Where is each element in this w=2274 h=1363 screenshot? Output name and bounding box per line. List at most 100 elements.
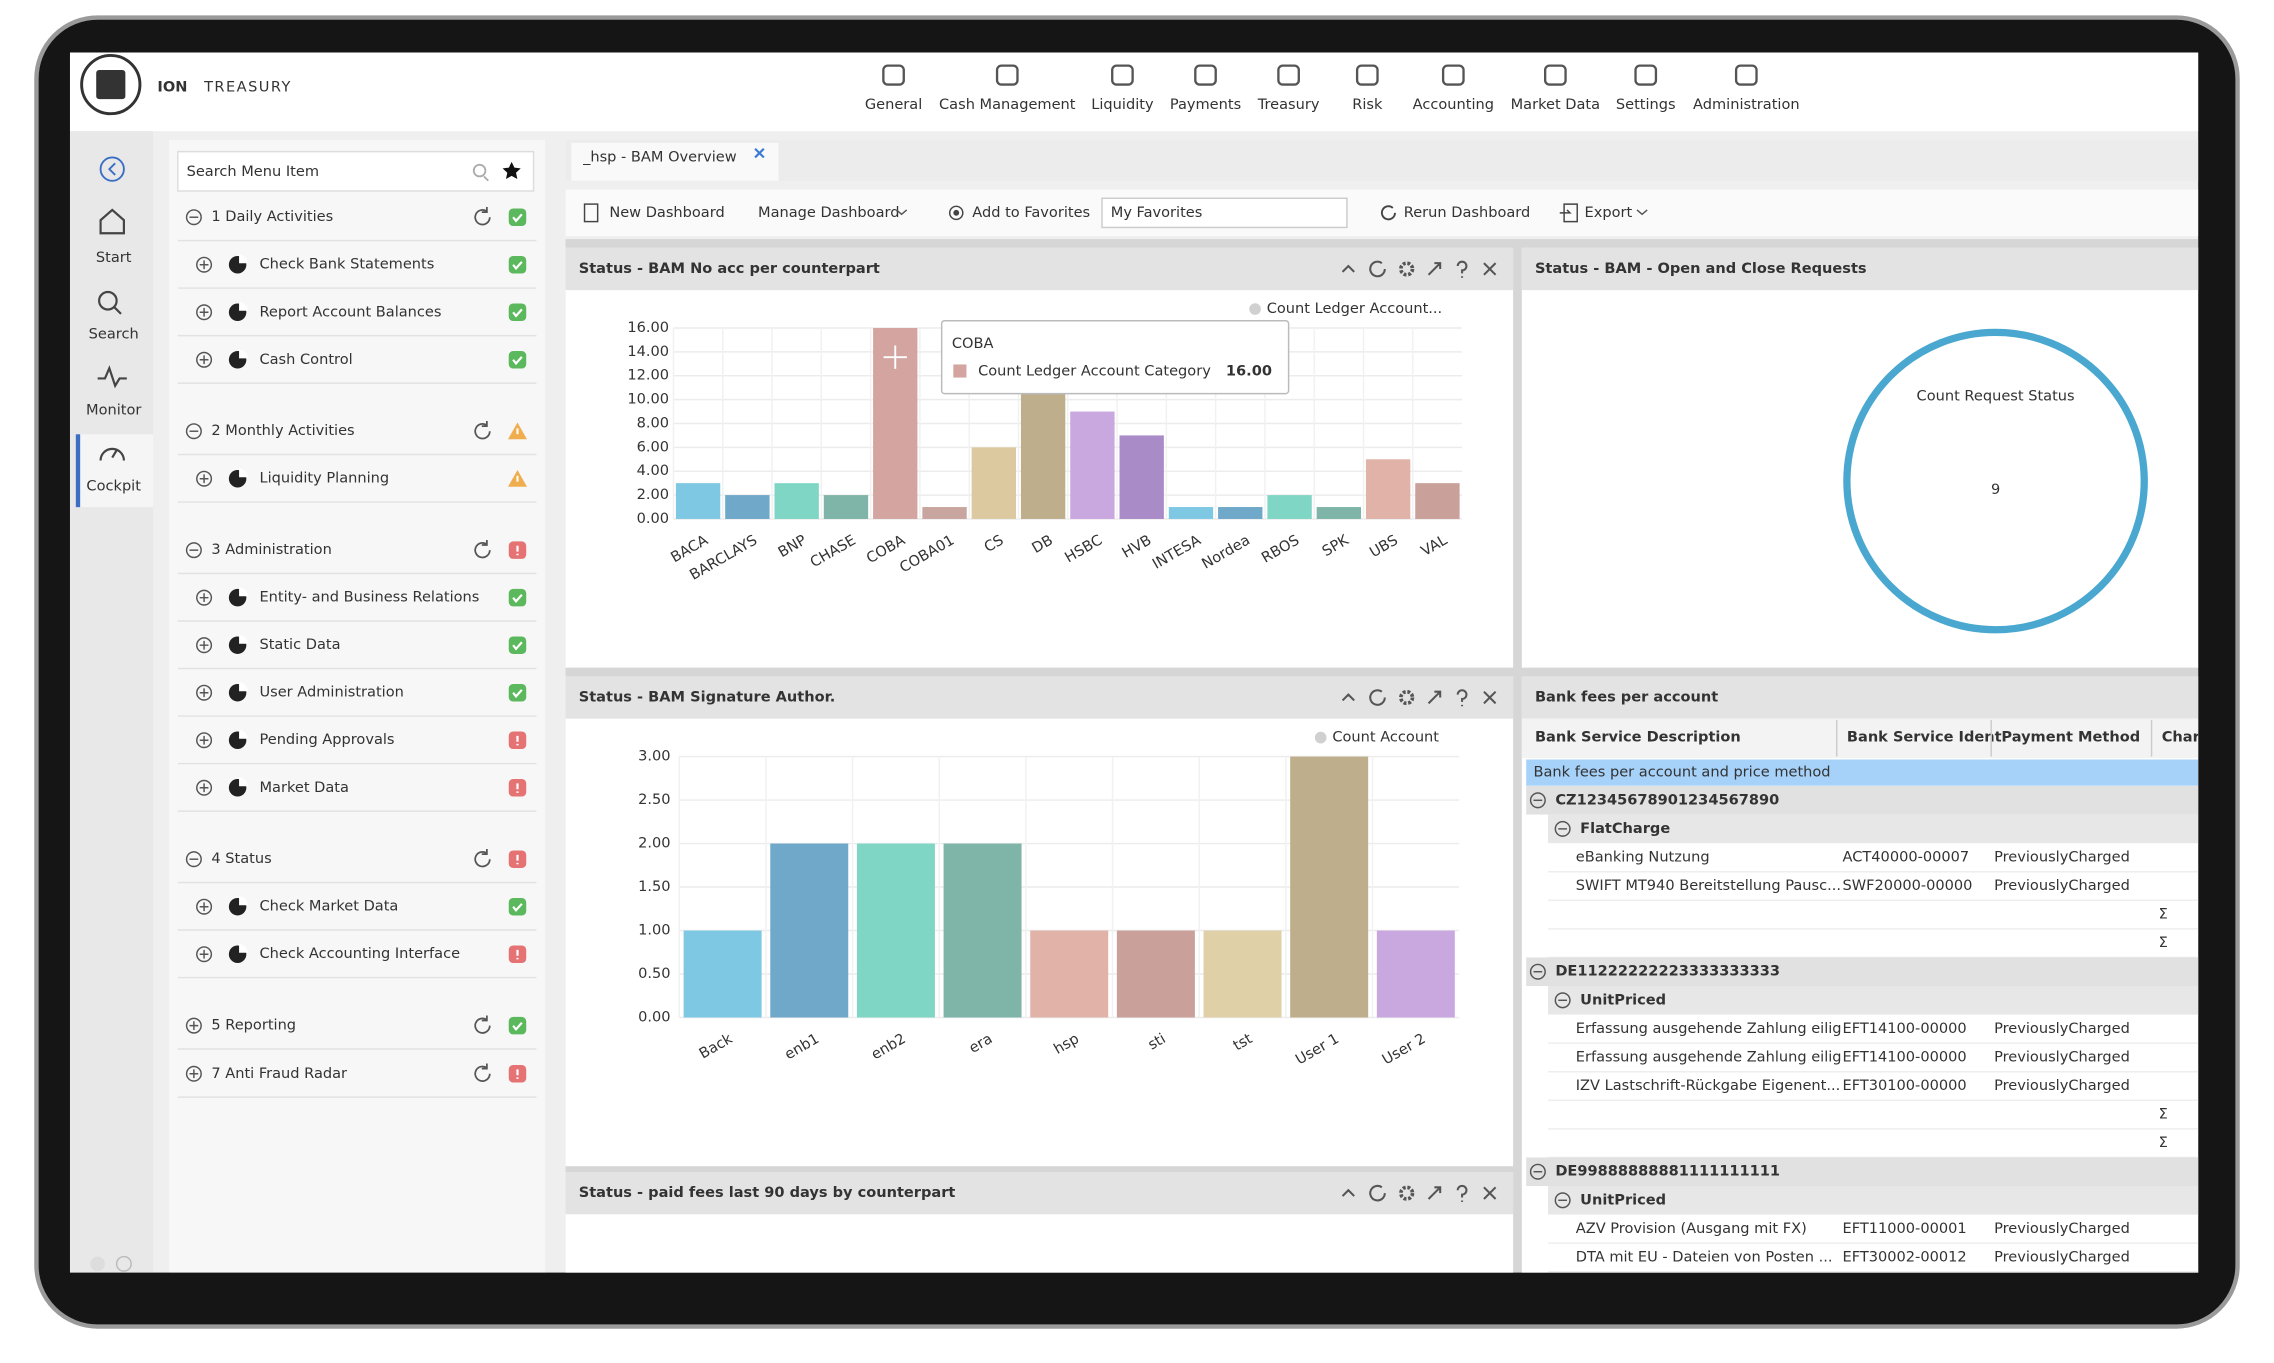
expand-toggle[interactable] (1529, 792, 1546, 809)
favorites-select[interactable] (1101, 197, 1348, 229)
legend-label[interactable]: Count Ledger Account... (1267, 300, 1442, 317)
expand-toggle[interactable] (1554, 992, 1571, 1009)
nav-label[interactable]: Market Data (1511, 96, 1600, 113)
nav-item[interactable]: Settings (1616, 64, 1676, 113)
expand-toggle[interactable] (185, 851, 202, 868)
nav-item[interactable]: Risk (1352, 64, 1383, 113)
bar[interactable] (1116, 930, 1195, 1018)
expand-toggle[interactable] (1529, 963, 1546, 980)
bar[interactable] (1030, 930, 1109, 1018)
menu-item[interactable]: User Administration (259, 684, 403, 701)
menu-item[interactable]: Liquidity Planning (259, 470, 389, 487)
expand-toggle[interactable] (1554, 1192, 1571, 1209)
toolbar-button[interactable]: New Dashboard (609, 204, 724, 221)
legend-label[interactable]: Count Account (1332, 729, 1439, 746)
menu-item[interactable]: Market Data (259, 779, 348, 796)
expand-toggle[interactable] (196, 637, 213, 654)
bar[interactable] (823, 495, 869, 519)
expand-toggle[interactable] (1529, 1163, 1546, 1180)
bar[interactable] (1218, 507, 1263, 519)
expand-toggle[interactable] (196, 589, 213, 606)
panel-icons[interactable] (1341, 1184, 1497, 1202)
refresh-icon[interactable] (474, 1063, 491, 1082)
toolbar-button[interactable]: Export (1585, 204, 1633, 221)
menu-item[interactable]: Check Bank Statements (259, 256, 434, 273)
bar[interactable] (1365, 459, 1411, 519)
expand-toggle[interactable] (196, 470, 213, 487)
nav-label[interactable]: Payments (1170, 96, 1241, 113)
settings-icon[interactable] (1399, 261, 1415, 277)
bar[interactable] (1203, 930, 1282, 1018)
bar[interactable] (943, 843, 1022, 1018)
bar[interactable] (774, 483, 819, 519)
toolbar-button[interactable]: Rerun Dashboard (1404, 204, 1531, 221)
nav-label[interactable]: General (865, 96, 922, 113)
account[interactable]: DE11222222223333333333 (1555, 963, 1780, 980)
back-button[interactable] (99, 156, 125, 182)
expand-toggle[interactable] (196, 256, 213, 273)
menu-group[interactable]: 5 Reporting (211, 1017, 296, 1034)
settings-icon[interactable] (1399, 1185, 1415, 1201)
bar[interactable] (1020, 387, 1066, 519)
nav-label[interactable]: Treasury (1257, 96, 1320, 113)
nav-item[interactable]: Treasury (1257, 64, 1320, 113)
menu-group[interactable]: 7 Anti Fraud Radar (211, 1065, 347, 1082)
account[interactable]: CZ12345678901234567890 (1555, 791, 1779, 808)
menu-group[interactable]: 1 Daily Activities (211, 208, 333, 225)
expand-toggle[interactable] (185, 1065, 202, 1082)
tab-close[interactable] (754, 147, 765, 159)
refresh-icon[interactable] (474, 207, 491, 226)
nav-label[interactable]: Accounting (1413, 96, 1494, 113)
expand-toggle[interactable] (196, 684, 213, 701)
menu-group[interactable]: 3 Administration (211, 541, 331, 558)
nav-item[interactable]: Accounting (1413, 64, 1494, 113)
column-header[interactable]: Char (2162, 729, 2201, 746)
menu-item[interactable]: Entity- and Business Relations (259, 589, 479, 606)
refresh-icon[interactable] (474, 539, 491, 559)
column-header[interactable]: Bank Service Description (1535, 729, 1741, 746)
menu-group[interactable]: 2 Monthly Activities (211, 422, 354, 439)
menu-item[interactable]: Check Market Data (259, 898, 398, 915)
nav-label[interactable]: Liquidity (1091, 96, 1154, 113)
rail-label[interactable]: Monitor (86, 402, 141, 419)
expand-toggle[interactable] (185, 209, 202, 226)
expand-toggle[interactable] (185, 423, 202, 440)
bar[interactable] (1267, 495, 1312, 519)
refresh-icon[interactable] (474, 1015, 491, 1034)
nav-label[interactable]: Administration (1693, 96, 1800, 113)
expand-toggle[interactable] (196, 351, 213, 368)
method[interactable]: UnitPriced (1580, 991, 1666, 1008)
toolbar-button[interactable]: Add to Favorites (972, 204, 1090, 221)
column-header[interactable]: Payment Method (2001, 729, 2140, 746)
menu-item[interactable]: Cash Control (259, 351, 352, 368)
nav-item[interactable]: Administration (1693, 64, 1800, 113)
bar[interactable] (1290, 756, 1369, 1018)
expand-toggle[interactable] (196, 304, 213, 321)
nav-item[interactable]: Cash Management (939, 64, 1076, 113)
nav-label[interactable]: Settings (1616, 96, 1676, 113)
menu-item[interactable]: Report Account Balances (259, 303, 441, 320)
bar[interactable] (1070, 411, 1115, 519)
bar[interactable] (1168, 507, 1214, 519)
panel-icons[interactable] (1341, 260, 1497, 278)
nav-item[interactable]: Liquidity (1091, 64, 1154, 113)
expand-toggle[interactable] (196, 898, 213, 915)
bar[interactable] (856, 843, 935, 1018)
refresh-icon[interactable] (474, 421, 491, 440)
bar[interactable] (1376, 930, 1455, 1018)
toolbar-button[interactable]: Manage Dashboard (758, 204, 899, 221)
refresh-icon[interactable] (474, 848, 491, 868)
nav-label[interactable]: Cash Management (939, 96, 1076, 113)
bar[interactable] (1119, 435, 1164, 519)
method[interactable]: FlatCharge (1580, 820, 1670, 837)
method[interactable]: UnitPriced (1580, 1191, 1666, 1208)
nav-item[interactable]: Payments (1170, 64, 1241, 113)
bar[interactable] (725, 495, 770, 519)
bar[interactable] (971, 447, 1017, 519)
panel-icons[interactable] (1341, 689, 1497, 707)
account[interactable]: DE99888888881111111111 (1555, 1163, 1780, 1180)
expand-toggle[interactable] (196, 946, 213, 963)
column-header[interactable]: Bank Service Ident (1847, 729, 2002, 746)
menu-item[interactable]: Static Data (259, 636, 340, 653)
rail-label[interactable]: Start (96, 249, 132, 266)
